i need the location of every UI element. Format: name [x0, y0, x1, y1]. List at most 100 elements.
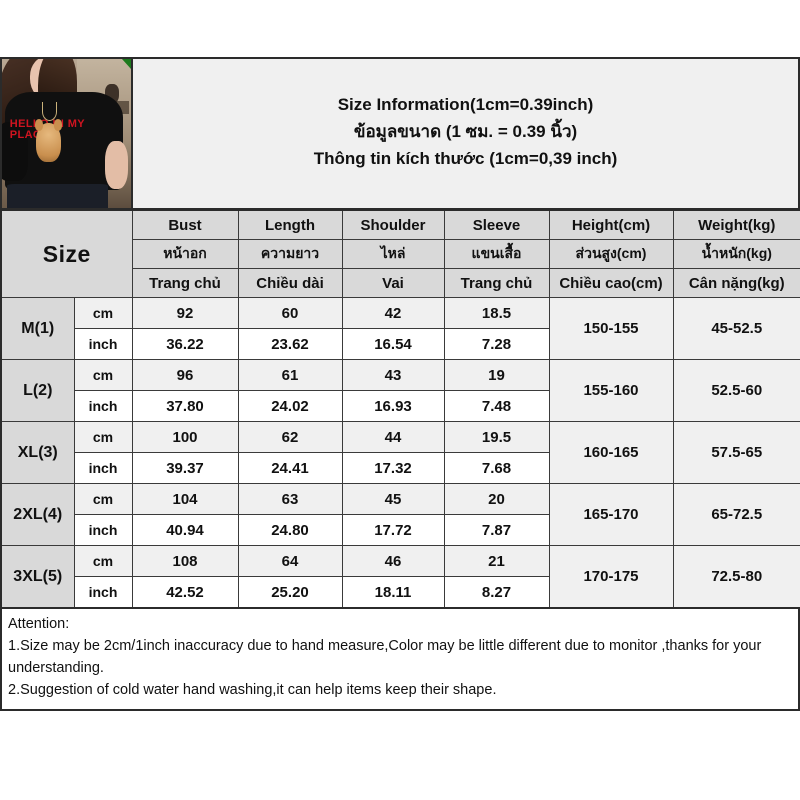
table-row: inch 37.80 24.02 16.93 7.48: [1, 390, 800, 422]
table-header-row-thai: หน้าอก ความยาว ไหล่ แขนเสื้อ ส่วนสูง(cm)…: [1, 239, 800, 269]
header-length-en: Length: [237, 209, 343, 240]
green-corner-marker-icon: [122, 59, 131, 69]
attention-block: Attention: 1.Size may be 2cm/1inch inacc…: [0, 609, 800, 711]
shoulder-inch-1: 16.93: [341, 390, 445, 422]
sleeve-cm-0: 18.5: [443, 297, 550, 329]
length-inch-3: 24.80: [237, 514, 343, 546]
header-height-en: Height(cm): [548, 209, 674, 240]
header-weight-en: Weight(kg): [672, 209, 800, 240]
header-length-vi: Chiều dài: [237, 268, 343, 298]
photo-model-pants: [7, 184, 108, 208]
weight-range-3: 65-72.5: [672, 483, 800, 546]
height-range-0: 150-155: [548, 297, 674, 360]
bust-inch-0: 36.22: [131, 328, 239, 360]
bust-inch-2: 39.37: [131, 452, 239, 484]
unit-cm-4: cm: [73, 545, 133, 577]
length-inch-1: 24.02: [237, 390, 343, 422]
unit-inch-4: inch: [73, 576, 133, 609]
table-row: L(2) cm 96 61 43 19 155-160 52.5-60: [0, 359, 800, 422]
unit-cm-1: cm: [73, 359, 133, 391]
title-line-thai: ข้อมูลขนาด (1 ซม. = 0.39 นิ้ว): [353, 122, 578, 141]
size-column-header: Size: [0, 209, 133, 298]
length-cm-4: 64: [237, 545, 343, 577]
shoulder-inch-3: 17.72: [341, 514, 445, 546]
product-photo: HELLO IN MY PLACE: [2, 59, 133, 208]
bust-cm-3: 104: [131, 483, 239, 515]
size-label-1: L(2): [0, 359, 75, 422]
sleeve-inch-3: 7.87: [443, 514, 550, 546]
title-line-english: Size Information(1cm=0.39inch): [337, 95, 594, 114]
height-range-2: 160-165: [548, 421, 674, 484]
header-shoulder-en: Shoulder: [341, 209, 445, 240]
height-range-1: 155-160: [548, 359, 674, 422]
unit-inch-2: inch: [73, 452, 133, 484]
table-row: M(1) cm 92 60 42 18.5 150-155 45-52.5: [0, 297, 800, 360]
table-row: XL(3) cm 100 62 44 19.5 160-165 57.5-65: [0, 421, 800, 484]
table-row: inch 40.94 24.80 17.72 7.87: [1, 514, 800, 546]
length-inch-2: 24.41: [237, 452, 343, 484]
header-bust-en: Bust: [131, 209, 239, 240]
header-bust-th: หน้าอก: [131, 239, 239, 269]
size-table: Size Bust Length Shoulder Sleeve Height(…: [0, 209, 800, 609]
unit-cm-3: cm: [73, 483, 133, 515]
sleeve-inch-2: 7.68: [443, 452, 550, 484]
unit-inch-3: inch: [73, 514, 133, 546]
length-cm-3: 63: [237, 483, 343, 515]
header-bust-vi: Trang chủ: [131, 268, 239, 298]
height-range-3: 165-170: [548, 483, 674, 546]
weight-range-2: 57.5-65: [672, 421, 800, 484]
shoulder-cm-2: 44: [341, 421, 445, 453]
size-label-0: M(1): [0, 297, 75, 360]
sleeve-cm-3: 20: [443, 483, 550, 515]
bust-cm-1: 96: [131, 359, 239, 391]
photo-necklace: [41, 102, 57, 122]
header-sleeve-en: Sleeve: [443, 209, 550, 240]
table-row: 2XL(4) cm 104 63 45 20 165-170 65-72.5: [0, 483, 800, 546]
header-sleeve-th: แขนเสื้อ: [443, 239, 550, 269]
size-chart-sheet: HELLO IN MY PLACE Size Information(1cm=0…: [0, 57, 800, 711]
length-cm-0: 60: [237, 297, 343, 329]
bust-cm-0: 92: [131, 297, 239, 329]
header-length-th: ความยาว: [237, 239, 343, 269]
shoulder-cm-3: 45: [341, 483, 445, 515]
header-height-th: ส่วนสูง(cm): [548, 239, 674, 269]
length-inch-0: 23.62: [237, 328, 343, 360]
table-row: 3XL(5) cm 108 64 46 21 170-175 72.5-80: [0, 545, 800, 609]
shoulder-inch-4: 18.11: [341, 576, 445, 609]
length-cm-2: 62: [237, 421, 343, 453]
shoulder-inch-0: 16.54: [341, 328, 445, 360]
shoulder-inch-2: 17.32: [341, 452, 445, 484]
unit-inch-1: inch: [73, 390, 133, 422]
bust-cm-2: 100: [131, 421, 239, 453]
unit-cm-0: cm: [73, 297, 133, 329]
size-label-4: 3XL(5): [0, 545, 75, 609]
title-line-vietnamese: Thông tin kích thước (1cm=0,39 inch): [313, 149, 618, 168]
header-band: HELLO IN MY PLACE Size Information(1cm=0…: [0, 57, 800, 209]
table-row: inch 36.22 23.62 16.54 7.28: [1, 328, 800, 360]
size-label-3: 2XL(4): [0, 483, 75, 546]
length-cm-1: 61: [237, 359, 343, 391]
bust-inch-3: 40.94: [131, 514, 239, 546]
header-weight-th: น้ำหนัก(kg): [672, 239, 800, 269]
unit-cm-2: cm: [73, 421, 133, 453]
attention-note-1: 1.Size may be 2cm/1inch inaccuracy due t…: [8, 638, 762, 676]
weight-range-1: 52.5-60: [672, 359, 800, 422]
table-header-row-english: Size Bust Length Shoulder Sleeve Height(…: [0, 209, 800, 298]
unit-inch-0: inch: [73, 328, 133, 360]
weight-range-4: 72.5-80: [672, 545, 800, 609]
product-photo-image: HELLO IN MY PLACE: [2, 59, 131, 208]
height-range-4: 170-175: [548, 545, 674, 609]
header-shoulder-th: ไหล่: [341, 239, 445, 269]
photo-model-arm: [105, 140, 129, 189]
sleeve-cm-4: 21: [443, 545, 550, 577]
sleeve-cm-1: 19: [443, 359, 550, 391]
header-height-vi: Chiều cao(cm): [548, 268, 674, 298]
title-block: Size Information(1cm=0.39inch) ข้อมูลขนา…: [133, 59, 798, 208]
sleeve-cm-2: 19.5: [443, 421, 550, 453]
table-row: inch 39.37 24.41 17.32 7.68: [1, 452, 800, 484]
attention-note-2: 2.Suggestion of cold water hand washing,…: [8, 682, 497, 698]
bust-cm-4: 108: [131, 545, 239, 577]
attention-heading: Attention:: [8, 616, 70, 632]
sleeve-inch-0: 7.28: [443, 328, 550, 360]
size-label-2: XL(3): [0, 421, 75, 484]
